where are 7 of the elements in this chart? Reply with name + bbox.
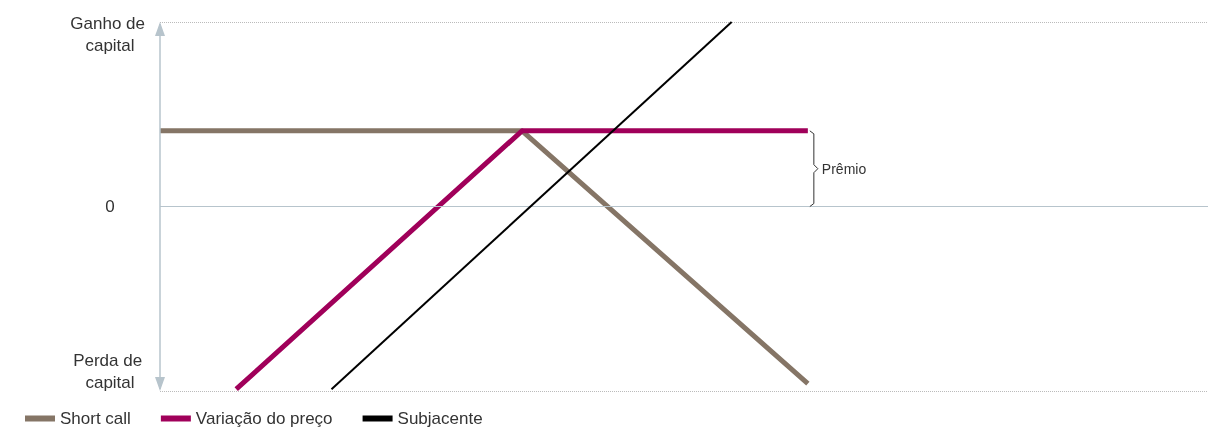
ref-line-label: Ganho de capital bbox=[70, 13, 150, 55]
legend-label: Variação do preço bbox=[195, 409, 333, 428]
ref-line-label: Perda de capital bbox=[73, 350, 147, 392]
legend-label: Subjacente bbox=[397, 409, 483, 428]
annotation: Prêmio bbox=[821, 160, 867, 177]
legend-label: Short call bbox=[60, 409, 131, 428]
ref-line-label: 0 bbox=[105, 197, 115, 216]
